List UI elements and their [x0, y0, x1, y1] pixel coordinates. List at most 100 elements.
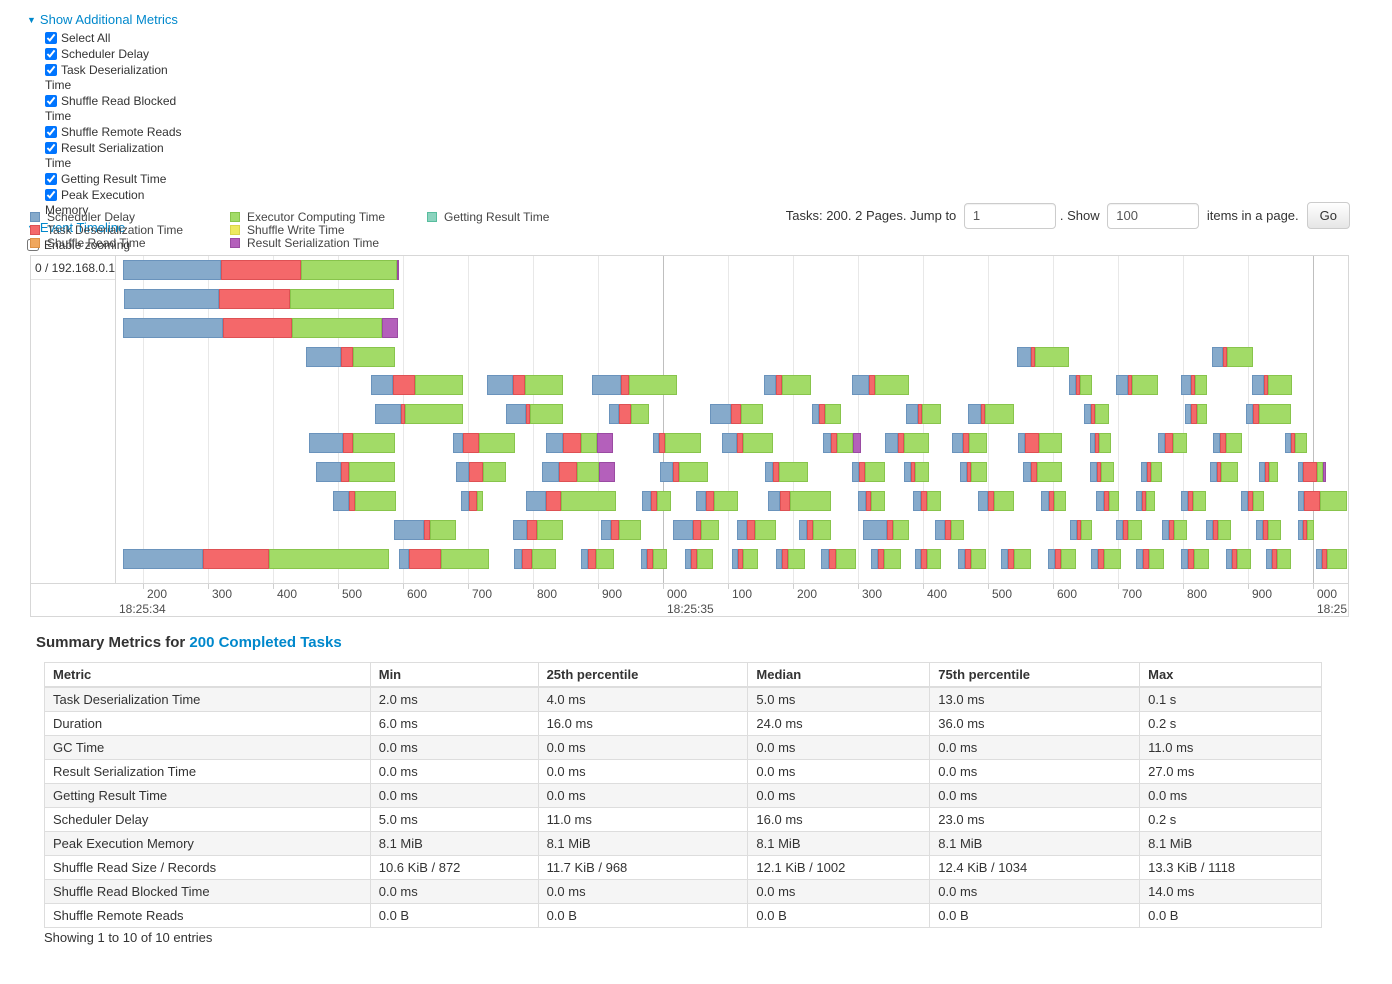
task-bar[interactable] [904, 462, 929, 482]
task-bar[interactable] [812, 404, 841, 424]
metric-checkbox-scheduler-delay[interactable]: Scheduler Delay [45, 47, 187, 62]
task-bar[interactable] [952, 433, 987, 453]
task-bar[interactable] [673, 520, 719, 540]
task-bar[interactable] [858, 491, 885, 511]
task-bar[interactable] [968, 404, 1014, 424]
task-bar[interactable] [1213, 433, 1242, 453]
task-bar[interactable] [776, 549, 805, 569]
task-bar[interactable] [1181, 491, 1206, 511]
task-bar[interactable] [1298, 520, 1314, 540]
task-bar[interactable] [1136, 491, 1155, 511]
task-bar[interactable] [1206, 520, 1231, 540]
task-bar[interactable] [316, 462, 395, 482]
metric-checkbox-select-all[interactable]: Select All [45, 31, 187, 46]
task-bar[interactable] [306, 347, 395, 367]
task-bar[interactable] [526, 491, 616, 511]
task-bar[interactable] [1212, 347, 1253, 367]
checkbox-input[interactable] [45, 126, 57, 138]
task-bar[interactable] [371, 375, 463, 395]
task-bar[interactable] [1018, 433, 1062, 453]
task-bar[interactable] [915, 549, 941, 569]
task-bar[interactable] [461, 491, 483, 511]
checkbox-input[interactable] [45, 189, 57, 201]
checkbox-input[interactable] [45, 48, 57, 60]
jump-to-page-input[interactable] [963, 202, 1056, 229]
items-per-page-input[interactable] [1107, 202, 1200, 229]
task-bar[interactable] [399, 549, 489, 569]
completed-tasks-link[interactable]: 200 Completed Tasks [189, 634, 342, 651]
task-bar[interactable] [1069, 375, 1092, 395]
task-bar[interactable] [1226, 549, 1251, 569]
task-bar[interactable] [1116, 375, 1158, 395]
task-bar[interactable] [863, 520, 909, 540]
task-bar[interactable] [871, 549, 901, 569]
task-bar[interactable] [1210, 462, 1238, 482]
task-bar[interactable] [1256, 520, 1281, 540]
metric-checkbox-shuffle-read-blocked-time[interactable]: Shuffle Read Blocked Time [45, 94, 187, 124]
task-bar[interactable] [1141, 462, 1162, 482]
task-bar[interactable] [1090, 462, 1114, 482]
task-bar[interactable] [542, 462, 615, 482]
task-bar[interactable] [1158, 433, 1187, 453]
task-bar[interactable] [1252, 375, 1292, 395]
task-bar[interactable] [722, 433, 773, 453]
task-bar[interactable] [394, 520, 456, 540]
task-bar[interactable] [1298, 491, 1347, 511]
show-additional-metrics-toggle[interactable]: ▼ Show Additional Metrics [27, 12, 247, 27]
task-bar[interactable] [1048, 549, 1076, 569]
task-bar[interactable] [823, 433, 861, 453]
task-bar[interactable] [487, 375, 563, 395]
checkbox-input[interactable] [45, 32, 57, 44]
task-bar[interactable] [1023, 462, 1062, 482]
task-bar[interactable] [1246, 404, 1291, 424]
task-bar[interactable] [456, 462, 506, 482]
task-bar[interactable] [1316, 549, 1347, 569]
task-bar[interactable] [123, 549, 389, 569]
task-bar[interactable] [601, 520, 641, 540]
task-bar[interactable] [1041, 491, 1066, 511]
task-bar[interactable] [653, 433, 701, 453]
task-bar[interactable] [513, 520, 563, 540]
task-bar[interactable] [1259, 462, 1278, 482]
task-bar[interactable] [1285, 433, 1307, 453]
task-bar[interactable] [1090, 433, 1111, 453]
task-bar[interactable] [960, 462, 987, 482]
metric-checkbox-peak-execution-memory[interactable]: Peak Execution Memory [45, 188, 187, 218]
checkbox-input[interactable] [45, 95, 57, 107]
task-bar[interactable] [123, 260, 399, 280]
task-bar[interactable] [123, 318, 398, 338]
task-bar[interactable] [333, 491, 396, 511]
metric-checkbox-result-serialization-time[interactable]: Result Serialization Time [45, 141, 187, 171]
task-bar[interactable] [685, 549, 713, 569]
go-button[interactable]: Go [1306, 202, 1350, 229]
task-bar[interactable] [764, 375, 811, 395]
task-bar[interactable] [642, 491, 671, 511]
task-bar[interactable] [581, 549, 614, 569]
task-bar[interactable] [696, 491, 738, 511]
task-bar[interactable] [1091, 549, 1121, 569]
checkbox-input[interactable] [45, 142, 57, 154]
task-bar[interactable] [1181, 375, 1207, 395]
task-bar[interactable] [641, 549, 667, 569]
task-bar[interactable] [852, 462, 885, 482]
task-bar[interactable] [906, 404, 941, 424]
task-bar[interactable] [309, 433, 395, 453]
task-bar[interactable] [660, 462, 708, 482]
task-bar[interactable] [737, 520, 776, 540]
checkbox-input[interactable] [45, 64, 57, 76]
task-bar[interactable] [1241, 491, 1264, 511]
task-bar[interactable] [1162, 520, 1187, 540]
task-bar[interactable] [1084, 404, 1109, 424]
task-bar[interactable] [592, 375, 677, 395]
task-bar[interactable] [1181, 549, 1209, 569]
task-bar[interactable] [453, 433, 515, 453]
task-bar[interactable] [935, 520, 964, 540]
task-bar[interactable] [506, 404, 563, 424]
task-bar[interactable] [958, 549, 986, 569]
task-bar[interactable] [732, 549, 758, 569]
task-bar[interactable] [546, 433, 613, 453]
task-bar[interactable] [799, 520, 831, 540]
task-bar[interactable] [913, 491, 941, 511]
task-bar[interactable] [710, 404, 763, 424]
task-bar[interactable] [375, 404, 463, 424]
